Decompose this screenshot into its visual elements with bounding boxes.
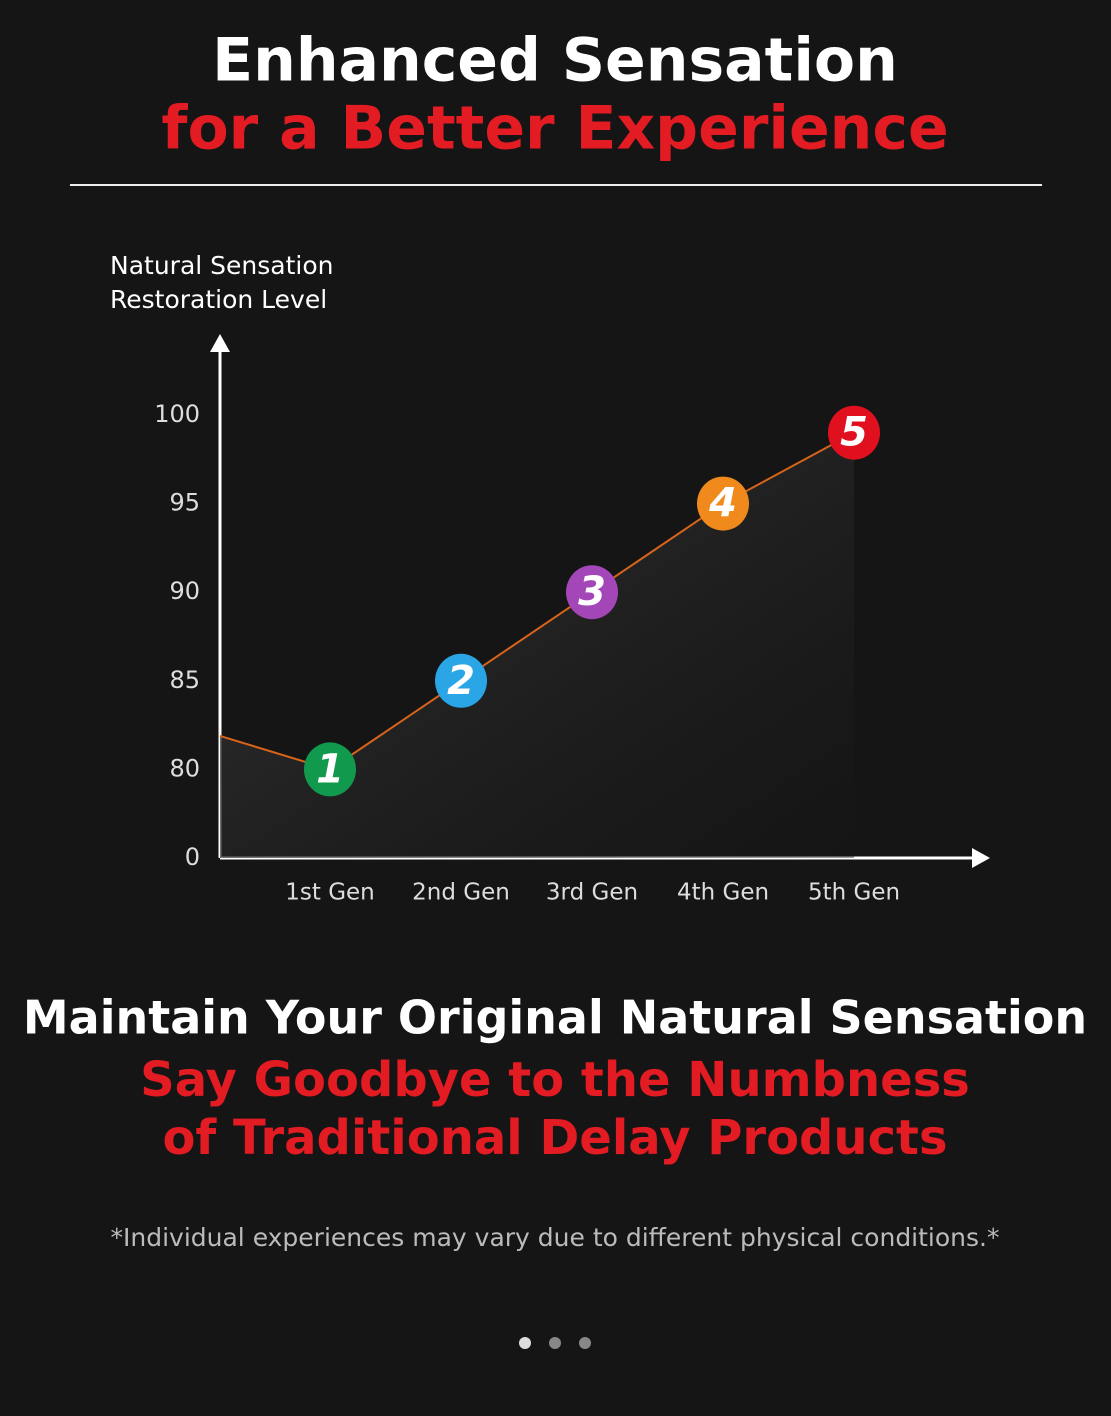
point-label: 3 bbox=[578, 569, 606, 615]
red-line: of Traditional Delay Products bbox=[162, 1110, 947, 1166]
point bbox=[697, 476, 749, 531]
x-tick-label: 2nd Gen bbox=[412, 880, 510, 906]
y-tick-label: 90 bbox=[169, 577, 200, 605]
page-dot[interactable] bbox=[579, 1337, 591, 1349]
point-label: 4 bbox=[708, 481, 737, 527]
subtitle: for a Better Experience bbox=[161, 94, 948, 164]
y-tick-label: 0 bbox=[185, 843, 200, 871]
y-tick-label: 100 bbox=[154, 400, 200, 428]
point-label: 1 bbox=[316, 746, 344, 792]
red-line: Say Goodbye to the Numbness bbox=[140, 1052, 970, 1108]
y-axis-arrow bbox=[210, 334, 230, 352]
headline: Maintain Your Original Natural Sensation bbox=[23, 991, 1087, 1045]
title: Enhanced Sensation bbox=[212, 26, 898, 96]
x-axis-arrow bbox=[972, 848, 990, 868]
y-tick-label: 80 bbox=[169, 754, 200, 782]
page-dot[interactable] bbox=[549, 1337, 561, 1349]
x-tick-label: 1st Gen bbox=[285, 880, 375, 906]
point bbox=[566, 565, 618, 620]
page-dot[interactable] bbox=[519, 1337, 531, 1349]
point bbox=[828, 405, 880, 460]
note: *Individual experiences may vary due to … bbox=[111, 1223, 1000, 1252]
point bbox=[435, 653, 487, 708]
x-tick-label: 4th Gen bbox=[677, 880, 769, 906]
point-label: 5 bbox=[840, 410, 868, 456]
y-tick-label: 85 bbox=[169, 666, 200, 694]
y-axis-label: Natural Sensation bbox=[110, 251, 334, 280]
chart: Natural Sensation Restoration Level 0 80 85 9… bbox=[110, 251, 990, 906]
point-label: 2 bbox=[447, 658, 475, 704]
y-tick-label: 95 bbox=[169, 489, 200, 517]
y-axis-label: Restoration Level bbox=[110, 285, 327, 314]
x-tick-label: 3rd Gen bbox=[546, 880, 638, 906]
point bbox=[304, 742, 356, 797]
area bbox=[220, 432, 854, 858]
x-tick-label: 5th Gen bbox=[808, 880, 900, 906]
